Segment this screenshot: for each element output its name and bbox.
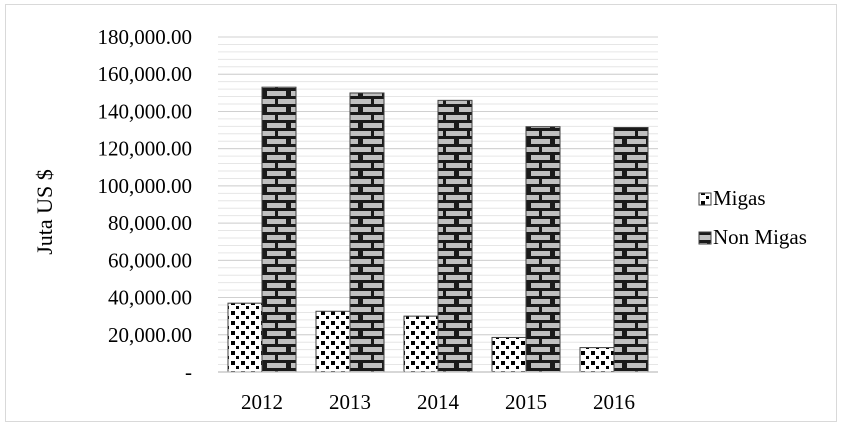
y-tick-label: 180,000.00 [98, 25, 193, 49]
bar-non-migas [349, 92, 385, 373]
bar-migas [579, 347, 615, 373]
y-tick-label: 40,000.00 [108, 286, 192, 310]
bar-migas [491, 336, 527, 373]
bars [227, 86, 649, 373]
y-tick-label: 60,000.00 [108, 248, 192, 272]
y-tick-label: 20,000.00 [108, 323, 192, 347]
bar-non-migas [261, 86, 297, 373]
bar-migas [227, 302, 263, 373]
bar-migas [315, 310, 351, 373]
legend-swatch-migas [698, 192, 712, 206]
y-tick-label: 100,000.00 [98, 174, 193, 198]
axes: - 20,000.00 40,000.00 60,000.00 80,000.00 100… [98, 25, 658, 414]
legend-swatch-non-migas [698, 231, 712, 245]
bar-migas [403, 315, 439, 373]
x-tick-label: 2016 [593, 390, 635, 414]
y-tick-label: 80,000.00 [108, 211, 192, 235]
y-axis-title: Juta US $ [32, 169, 57, 255]
y-tick-label: 160,000.00 [98, 62, 193, 86]
y-tick-label: 120,000.00 [98, 137, 193, 161]
x-tick-label: 2012 [241, 390, 283, 414]
bar-non-migas [525, 126, 561, 373]
legend-label: Non Migas [713, 225, 807, 249]
y-tick-label: - [185, 360, 192, 384]
bar-non-migas [613, 127, 649, 373]
x-tick-label: 2014 [417, 390, 460, 414]
y-tick-label: 140,000.00 [98, 99, 193, 123]
legend-label: Migas [713, 186, 766, 210]
x-tick-label: 2013 [329, 390, 371, 414]
bar-non-migas [437, 99, 473, 373]
legend: Migas Non Migas [698, 186, 807, 249]
x-tick-label: 2015 [505, 390, 547, 414]
